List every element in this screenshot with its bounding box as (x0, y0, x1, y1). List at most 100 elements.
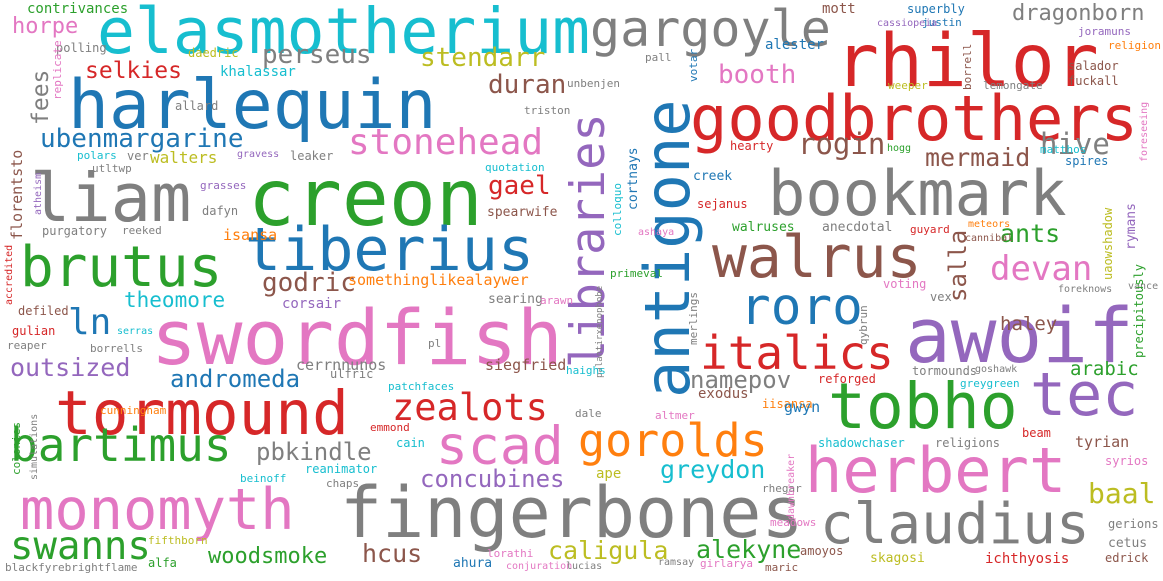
word: uaowshadow (1101, 207, 1115, 280)
word: reaper (7, 339, 47, 352)
word: hogg (887, 143, 912, 154)
word: quotation (485, 161, 545, 174)
word: woodsmoke (208, 544, 328, 569)
word: hive (1040, 127, 1110, 161)
word: salador (1068, 59, 1119, 73)
word: primeval (610, 267, 663, 280)
word: brutus (20, 235, 223, 300)
word: polars (77, 149, 117, 162)
word: pl (428, 337, 442, 350)
word: greygreen (960, 377, 1020, 390)
word: isansa (223, 226, 278, 244)
word: colloquo (611, 183, 624, 236)
word: vex (930, 290, 952, 304)
word: unbenjen (567, 77, 620, 90)
word: spires (1065, 154, 1109, 168)
word: dafyn (202, 204, 239, 218)
word: girlarya (700, 557, 753, 570)
word: polling (56, 41, 107, 55)
word: creek (693, 169, 733, 184)
word: awoif (905, 291, 1134, 380)
word: votar (687, 48, 700, 82)
word: outsized (10, 353, 131, 382)
word: haley (1000, 313, 1058, 335)
word: dawnbreaker (786, 453, 797, 520)
word: allard (175, 99, 219, 113)
word: superbly (907, 2, 965, 16)
word: italics (700, 326, 894, 380)
word: gargoyle (590, 0, 831, 58)
word: qybrun (857, 305, 870, 345)
word: gwyn (784, 398, 821, 416)
word: gravess (237, 149, 280, 160)
word: claudius (820, 492, 1090, 557)
word: reforged (818, 372, 876, 386)
word: selkies (85, 58, 182, 84)
word: devan (990, 249, 1093, 289)
word: grasses (200, 179, 247, 192)
word: daedric (188, 46, 239, 60)
word: greydon (660, 455, 766, 484)
word: walruses (732, 220, 795, 235)
word: stendarr (420, 43, 546, 73)
word: corsair (282, 296, 342, 312)
word: arawn (540, 294, 574, 307)
word: chaps (326, 477, 360, 490)
word: bookmark (768, 157, 1067, 230)
word: altmer (655, 409, 695, 422)
word: alekyne (696, 535, 802, 564)
word: serras (117, 326, 154, 337)
word: foreknows (1058, 284, 1113, 295)
word: vance (1128, 281, 1159, 292)
word: concubines (420, 465, 565, 493)
word: gulian (12, 324, 56, 338)
word: meadows (770, 516, 817, 529)
word: fifthborn (148, 534, 208, 547)
word: perseus (262, 40, 372, 70)
word: cortnays (626, 147, 641, 210)
word: skagosi (870, 551, 925, 566)
word: meteors (968, 219, 1011, 230)
word: ubenmargarine (40, 124, 244, 154)
word: weeper (888, 79, 928, 92)
word: khalassar (220, 64, 296, 80)
word: hcus (362, 539, 423, 568)
word: replicate (51, 40, 64, 100)
word: justin (922, 16, 962, 29)
word: beam (1022, 426, 1051, 440)
word: swanns (10, 524, 151, 569)
word: godric (262, 268, 356, 298)
word: walrus (712, 223, 922, 291)
word: fingerbones (340, 472, 804, 554)
word: cunningham (100, 404, 167, 417)
word: voting (883, 277, 927, 291)
word: goshawk (975, 364, 1018, 375)
word: reanimator (305, 462, 378, 476)
word: patchfaces (388, 380, 455, 393)
word: mott (822, 1, 856, 17)
word: rhilor (835, 19, 1099, 104)
word: mermaid (925, 143, 1031, 172)
word: tyrian (1075, 433, 1130, 451)
word: horpe (12, 14, 79, 39)
word: amoyos (800, 544, 844, 558)
word: ants (1000, 219, 1061, 248)
word: anecdotal (822, 220, 893, 235)
word: tec (1030, 360, 1139, 430)
word: religion (1108, 39, 1161, 52)
word: contrivances (27, 1, 129, 17)
word: defiled (18, 304, 69, 318)
word: pall (645, 51, 672, 64)
word: florentsto (8, 149, 26, 240)
word: atheism (33, 172, 44, 215)
word: harlequin (68, 66, 437, 145)
word: sejanus (697, 197, 748, 211)
word: monomyth (20, 477, 295, 543)
word: caligula (548, 536, 669, 565)
word: hearty (730, 139, 774, 153)
word: fuckall (1068, 74, 1119, 88)
word: ichthyosis (985, 551, 1070, 567)
word: cannibal (965, 233, 1014, 244)
word: religions (935, 436, 1001, 450)
word: tormound (55, 378, 349, 449)
